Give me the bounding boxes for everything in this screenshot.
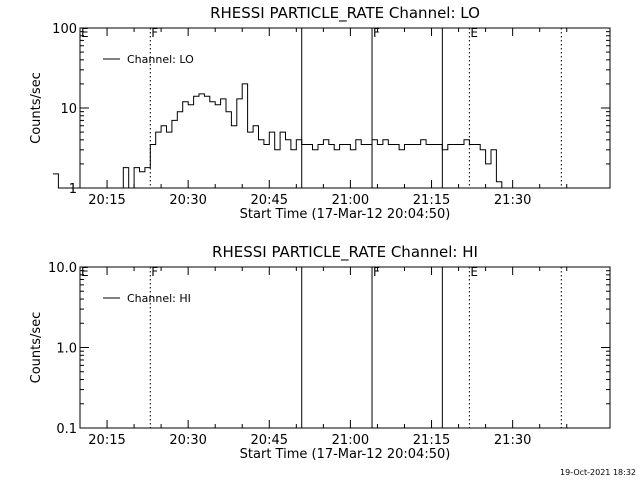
panel-2-legend-label: Channel: HI (127, 292, 191, 305)
panel-2-event-label: E (81, 265, 89, 279)
panel-1-event-label: E (470, 26, 478, 40)
panel-2-event-label: F (373, 265, 380, 279)
panel-2-x-tick-label: 20:15 (88, 433, 125, 448)
panel-1-event-label: F (151, 26, 158, 40)
panel-1-x-tick-label: 21:00 (332, 193, 369, 208)
panel-1-title: RHESSI PARTICLE_RATE Channel: LO (210, 4, 480, 23)
panel-2-y-tick-label: 1.0 (56, 342, 77, 357)
panel-2-title: RHESSI PARTICLE_RATE Channel: HI (212, 243, 478, 262)
panel-1-plot-frame (79, 27, 611, 189)
panel-2-x-tick-label: 20:45 (251, 433, 288, 448)
panel-1-x-tick-label: 21:15 (413, 193, 450, 208)
panel-2-event-label: E (470, 265, 478, 279)
panel-2-x-axis-label: Start Time (17-Mar-12 20:04:50) (240, 447, 451, 462)
panel-2-y-axis-label: Counts/sec (29, 312, 44, 384)
panel-1-y-tick-label: 100 (52, 22, 77, 37)
panel-2-x-tick-label: 21:00 (332, 433, 369, 448)
panel-2-x-tick-label: 20:30 (169, 433, 206, 448)
panel-1-x-tick-label: 21:30 (494, 193, 531, 208)
panel-2-x-tick-label: 21:15 (413, 433, 450, 448)
panel-1-y-tick-label: 1 (69, 182, 77, 197)
panel-1-x-axis-label: Start Time (17-Mar-12 20:04:50) (240, 207, 451, 222)
panel-1-y-tick-label: 10 (60, 102, 77, 117)
panel-1-x-tick-label: 20:30 (169, 193, 206, 208)
panel-1-event-label: F (373, 26, 380, 40)
panel-1-legend-label: Channel: LO (127, 53, 194, 66)
panel-2-x-tick-label: 21:30 (494, 433, 531, 448)
panel-1-x-tick-label: 20:45 (251, 193, 288, 208)
panel-1-series-line (52, 83, 508, 189)
panel-1-y-axis-label: Counts/sec (29, 72, 44, 144)
generation-timestamp: 19-Oct-2021 18:32 (560, 468, 636, 477)
panel-1-x-tick-label: 20:15 (88, 193, 125, 208)
panel-1-event-label: E (81, 26, 89, 40)
panel-2-event-label: F (151, 265, 158, 279)
panel-2-y-tick-label: 0.1 (56, 422, 77, 437)
panel-2-y-tick-label: 10.0 (48, 261, 77, 276)
